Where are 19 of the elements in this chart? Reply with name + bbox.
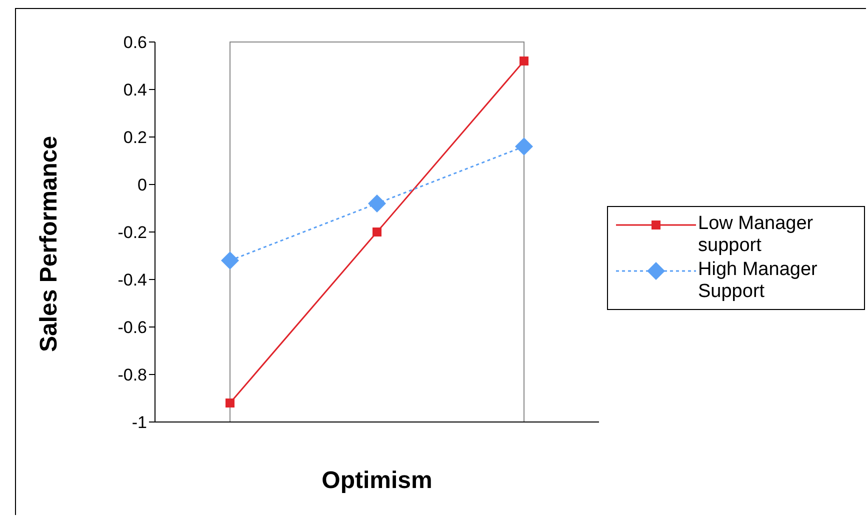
point bbox=[372, 228, 382, 236]
y-tick-label: 0.6 bbox=[123, 33, 147, 52]
point bbox=[515, 138, 533, 156]
y-tick-label: -0.6 bbox=[118, 318, 147, 338]
y-tick-label: 0.4 bbox=[123, 80, 147, 100]
y-tick-label: -1 bbox=[132, 413, 147, 432]
y-tick-label: -0.8 bbox=[118, 366, 147, 385]
point bbox=[221, 252, 239, 270]
point bbox=[226, 398, 234, 408]
y-tick-label: 0 bbox=[138, 176, 147, 195]
y-axis-title: Sales Performance bbox=[36, 136, 63, 352]
y-tick-label: -0.4 bbox=[118, 270, 147, 290]
legend-label: High Manager Support bbox=[698, 259, 818, 303]
y-tick-label: -0.2 bbox=[118, 223, 147, 242]
y-tick-label: 0.2 bbox=[123, 128, 147, 148]
point bbox=[368, 194, 386, 212]
legend-label: Low Manager support bbox=[698, 213, 814, 257]
point bbox=[520, 56, 528, 66]
x-axis-title: Optimism bbox=[322, 467, 432, 494]
